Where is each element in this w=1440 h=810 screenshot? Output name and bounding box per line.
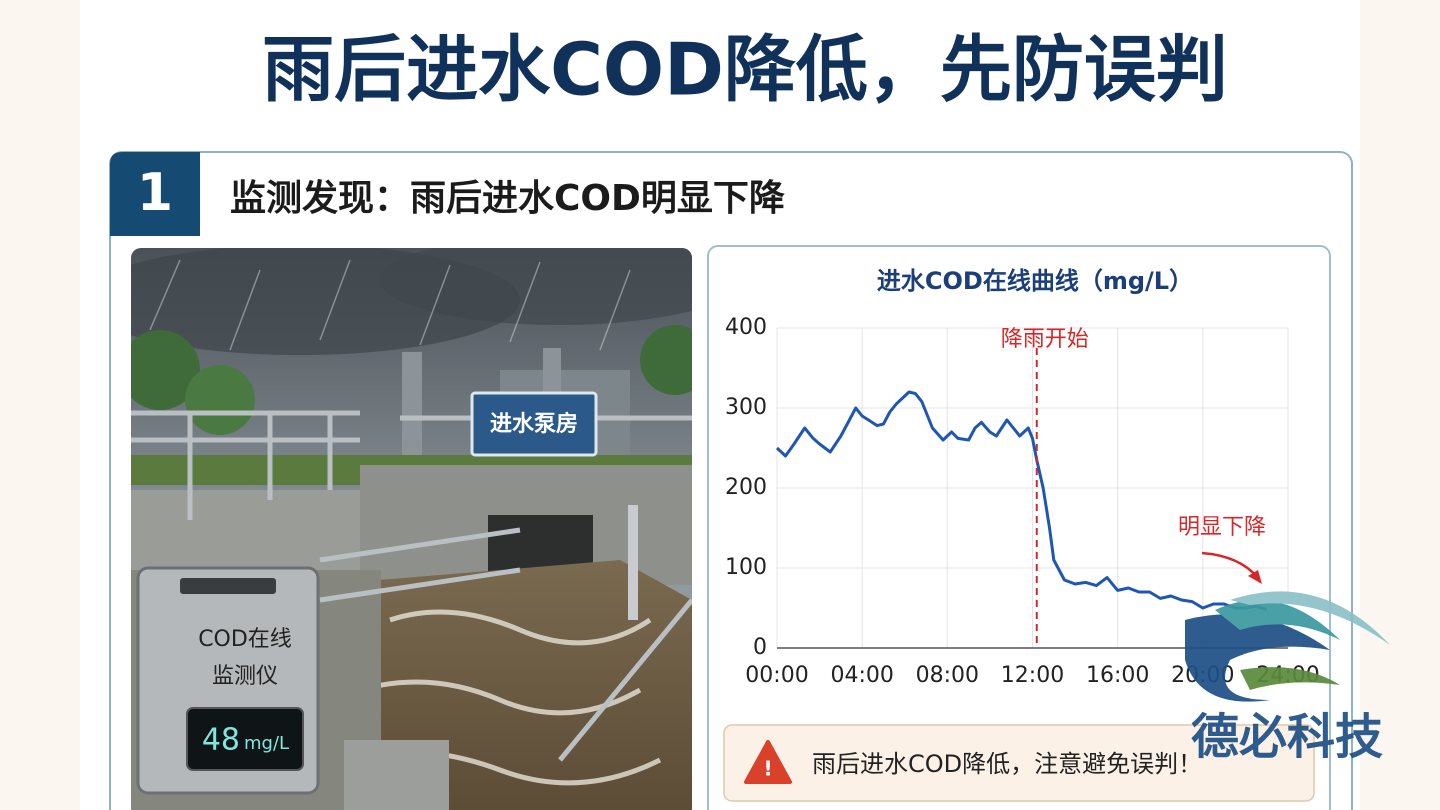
device-reading: 48 (202, 723, 240, 758)
device-screen (186, 707, 304, 771)
rain-start-label: 降雨开始 (1001, 327, 1089, 352)
y-tick-label: 300 (725, 395, 767, 420)
sign-board (470, 391, 598, 457)
warning-box (723, 724, 1315, 802)
warning-icon (744, 740, 792, 784)
chart-title: 进水COD在线曲线（mg/L） (877, 267, 1193, 295)
y-tick-label: 100 (725, 555, 767, 580)
warning-text: 雨后进水COD降低，注意避免误判！ (812, 750, 1202, 778)
building-sign: 进水泵房 (490, 411, 578, 437)
y-tick-label: 400 (725, 315, 767, 340)
drop-label: 明显下降 (1178, 515, 1266, 540)
device-unit: mg/L (244, 733, 289, 754)
page-title: 雨后进水COD降低，先防误判 (262, 28, 1228, 112)
device-label: COD在线 (198, 627, 292, 652)
warning-icon-mark: ! (763, 757, 772, 781)
x-tick-label: 00:00 (745, 663, 808, 688)
x-tick-label: 08:00 (916, 663, 979, 688)
logo: 德必科技 (1185, 591, 1390, 765)
x-tick-label: 12:00 (1001, 663, 1064, 688)
drop-arrow-head (1248, 570, 1262, 584)
x-tick-label: 04:00 (830, 663, 893, 688)
data-line (775, 390, 1268, 612)
illustration: 进水泵房 COD在线 监测仪 48 mg/L (131, 248, 692, 810)
section-title: 监测发现：雨后进水COD明显下降 (230, 178, 785, 219)
section-badge (110, 152, 200, 236)
y-tick-label: 200 (725, 475, 767, 500)
section-number: 1 (137, 163, 173, 223)
y-tick-label: 0 (753, 635, 767, 660)
device-label: 监测仪 (212, 664, 278, 689)
chart-panel (707, 245, 1331, 810)
logo-text: 德必科技 (1191, 709, 1383, 765)
x-tick-label: 16:00 (1086, 663, 1149, 688)
